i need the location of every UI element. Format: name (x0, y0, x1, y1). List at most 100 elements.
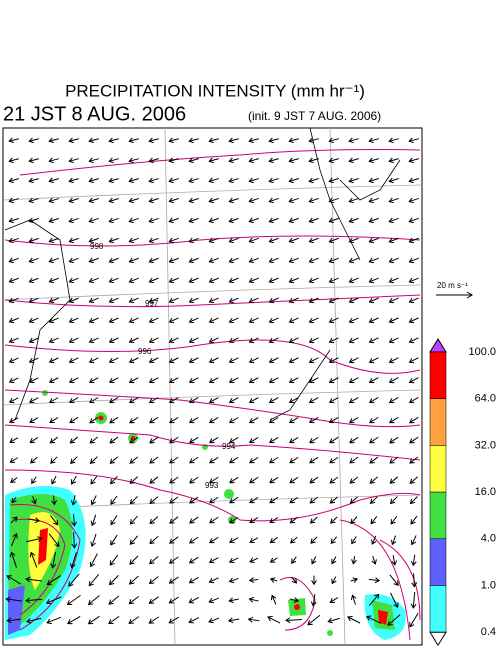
wind-arrow (388, 397, 399, 404)
wind-arrow (208, 297, 219, 304)
wind-arrow (408, 397, 419, 404)
wind-arrow (329, 496, 338, 504)
colorbar-segment (429, 445, 447, 493)
wind-arrow (71, 514, 78, 527)
wind-arrow (188, 357, 199, 364)
wind-arrow (88, 157, 99, 164)
wind-arrow (348, 377, 359, 384)
wind-arrow (188, 157, 199, 164)
wind-arrow (28, 237, 39, 244)
wind-arrow (368, 593, 380, 606)
wind-arrow (269, 557, 278, 563)
wind-arrow (188, 337, 199, 344)
wind-arrow (328, 417, 339, 424)
wind-arrow (129, 495, 138, 505)
wind-arrow (410, 515, 418, 525)
wind-arrow (330, 516, 338, 524)
wind-arrow (269, 496, 279, 504)
wind-arrow (69, 436, 79, 444)
wind-arrow (328, 297, 339, 304)
wind-arrow (368, 197, 379, 204)
wind-arrow (68, 277, 79, 284)
graticule (2, 127, 423, 646)
wind-arrow (247, 616, 260, 623)
wind-arrow (267, 616, 281, 624)
wind-arrow (8, 277, 19, 284)
wind-arrow (149, 516, 159, 525)
wind-arrow (88, 377, 99, 384)
wind-arrow (208, 137, 219, 144)
wind-arrow (229, 476, 239, 484)
wind-arrow (308, 277, 319, 284)
wind-arrow (228, 436, 239, 444)
wind-arrow (189, 456, 199, 464)
wind-arrow (88, 574, 100, 587)
wind-arrow (309, 476, 319, 484)
wind-arrow (228, 377, 239, 384)
wind-arrow (8, 157, 19, 164)
wind-arrow (28, 397, 39, 404)
wind-arrow (208, 257, 219, 264)
wind-arrow (288, 397, 299, 404)
wind-arrow (8, 337, 19, 344)
wind-arrow (6, 617, 21, 624)
wind-arrow (108, 177, 119, 184)
wind-arrow (248, 277, 259, 284)
wind-arrow (308, 297, 319, 304)
wind-arrow (248, 596, 259, 603)
wind-arrow (368, 577, 381, 584)
wind-arrow (329, 597, 338, 603)
wind-arrow (368, 337, 379, 344)
wind-arrow (188, 377, 199, 384)
wind-arrow (229, 516, 239, 524)
wind-arrow (308, 397, 319, 404)
wind-arrow (347, 615, 361, 624)
wind-arrow (269, 537, 278, 544)
wind-arrow (48, 217, 59, 224)
wind-arrow (408, 177, 419, 184)
wind-arrow (248, 397, 259, 404)
wind-arrow (285, 617, 303, 624)
wind-arrow (369, 456, 379, 464)
wind-arrow (88, 337, 99, 344)
wind-arrow (71, 475, 77, 485)
wind-arrow (370, 516, 378, 525)
wind-arrow (48, 533, 60, 548)
wind-arrow (308, 157, 319, 164)
wind-arrow (25, 597, 43, 604)
wind-arrow (108, 377, 119, 384)
wind-arrow (228, 277, 239, 284)
wind-arrow (8, 237, 19, 244)
wind-arrow (128, 237, 139, 244)
wind-arrow (49, 436, 59, 444)
wind-arrow (70, 456, 78, 465)
wind-arrow (8, 297, 19, 304)
wind-arrow (368, 377, 379, 384)
wind-arrow (88, 177, 99, 184)
wind-arrow (128, 297, 139, 304)
wind-arrow (308, 217, 319, 224)
wind-arrow (408, 277, 419, 284)
wind-arrow (188, 137, 199, 144)
wind-arrow (348, 317, 359, 324)
wind-arrow (29, 456, 38, 464)
wind-arrow (309, 516, 318, 524)
wind-arrow (409, 476, 419, 484)
wind-arrow (28, 357, 39, 364)
wind-arrow (310, 594, 317, 607)
wind-arrow (409, 496, 418, 505)
wind-arrow (50, 514, 59, 526)
wind-arrow (129, 436, 139, 444)
wind-arrow (348, 416, 359, 424)
wind-arrow (248, 357, 259, 364)
wind-arrow (408, 157, 419, 164)
wind-arrow (268, 157, 279, 164)
wind-arrow (168, 337, 179, 344)
wind-arrow (188, 177, 199, 184)
wind-arrow (25, 617, 42, 624)
wind-arrow (368, 297, 379, 304)
wind-arrow (328, 357, 339, 364)
wind-vectors (5, 137, 419, 628)
wind-arrow (108, 197, 119, 204)
wind-arrow (208, 417, 219, 424)
